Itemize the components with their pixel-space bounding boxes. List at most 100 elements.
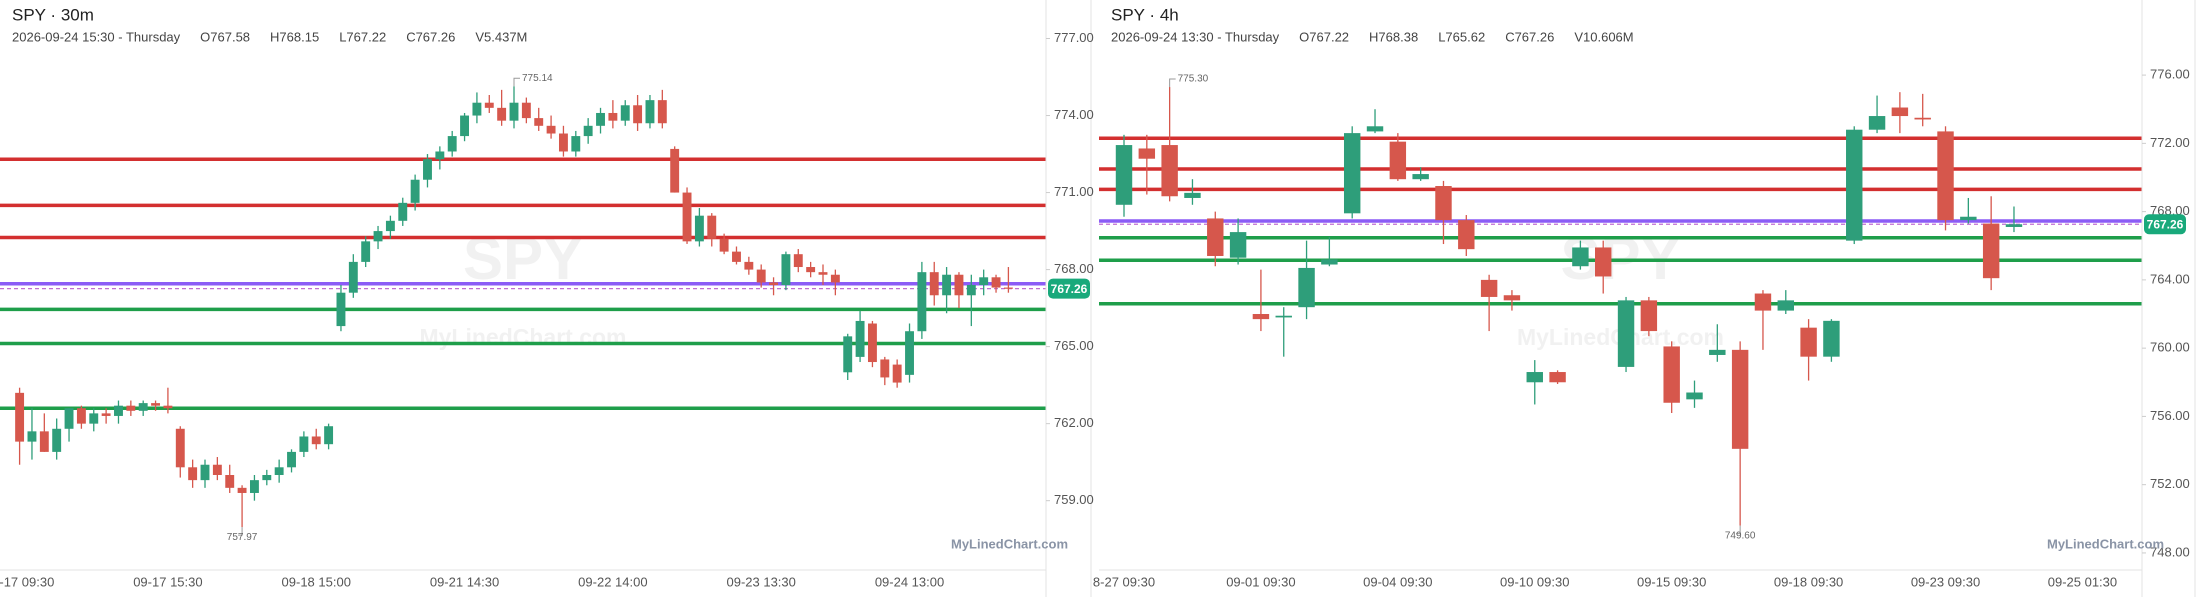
- candle-body: [114, 405, 123, 416]
- candle-body: [447, 136, 457, 152]
- candle-body: [435, 151, 445, 160]
- x-tick-label: 09-10 09:30: [1500, 574, 1569, 589]
- candle-body: [1229, 232, 1247, 258]
- x-tick-label: 09-04 09:30: [1363, 574, 1432, 589]
- candle-body: [509, 102, 519, 121]
- candle-body: [694, 215, 704, 242]
- candle-body: [769, 282, 779, 285]
- candle-body: [1937, 131, 1954, 221]
- x-tick-label: 09-01 09:30: [1226, 574, 1295, 589]
- candle-body: [163, 405, 173, 409]
- candle-body: [299, 436, 309, 452]
- candle-body: [1663, 346, 1680, 403]
- candle-body: [546, 125, 556, 134]
- candle-body: [39, 431, 49, 452]
- candle-body: [287, 451, 296, 468]
- candle-body: [657, 100, 667, 124]
- ohlcv-value: O767.58: [200, 29, 250, 44]
- candle-body: [237, 487, 247, 493]
- candle-body: [1754, 293, 1772, 311]
- candle-body: [521, 102, 531, 119]
- plot-area: SPY MyLinedChart.com 775.14 757.97: [0, 73, 1046, 543]
- datetime: 2026-09-24 15:30 - Thursday: [12, 29, 181, 44]
- y-tick-label: 748.00: [2150, 544, 2190, 559]
- candle-body: [52, 428, 62, 452]
- y-tick-label: 777.00: [1054, 30, 1094, 45]
- high-marker: [513, 77, 520, 87]
- candle-body: [385, 220, 395, 232]
- candle-body: [274, 467, 284, 475]
- candle-body: [645, 100, 655, 124]
- ohlcv-value: C767.26: [1505, 29, 1554, 44]
- y-tick-label: 764.00: [2150, 271, 2190, 286]
- chart-title: SPY · 4h: [1111, 5, 1179, 24]
- ohlcv-value: L767.22: [339, 29, 386, 44]
- y-tick-label: 752.00: [2150, 476, 2190, 491]
- candle-body: [361, 241, 371, 262]
- x-tick-label: 09-23 13:30: [726, 574, 795, 589]
- candle-body: [1252, 314, 1270, 320]
- high-marker: [1169, 78, 1176, 88]
- candle-body: [1823, 320, 1840, 357]
- candle-body: [1526, 372, 1543, 383]
- candle-body: [1891, 107, 1909, 117]
- candle-body: [1343, 133, 1361, 214]
- candle-body: [1275, 315, 1292, 318]
- candle-body: [76, 408, 86, 424]
- credit: MyLinedChart.com: [2047, 536, 2164, 551]
- candle-body: [719, 238, 729, 252]
- ohlcv-value: V5.437M: [475, 29, 527, 44]
- datetime: 2026-09-24 13:30 - Thursday: [1111, 29, 1280, 44]
- candle-body: [1458, 220, 1475, 250]
- candle-body: [843, 336, 853, 373]
- candle-body: [1503, 295, 1521, 301]
- candle-body: [1868, 116, 1886, 130]
- x-tick-label: 09-17 15:30: [133, 574, 202, 589]
- candle-body: [1640, 300, 1658, 332]
- candle-body: [781, 254, 791, 285]
- candle-body: [1389, 141, 1407, 180]
- candle-body: [732, 251, 741, 262]
- candle-body: [1846, 129, 1863, 241]
- candle-body: [311, 436, 321, 445]
- watermark: SPY: [463, 225, 583, 292]
- candle-body: [917, 272, 927, 332]
- candle-body: [64, 408, 74, 429]
- candle-body: [867, 323, 877, 363]
- high-label: 775.14: [522, 73, 553, 84]
- candle-body: [682, 192, 692, 242]
- candle-body: [855, 320, 865, 357]
- ohlcv-value: V10.606M: [1574, 29, 1633, 44]
- candle-body: [138, 403, 148, 411]
- candle-body: [27, 431, 37, 442]
- candle-body: [1003, 287, 1013, 289]
- y-tick-label: 762.00: [1054, 415, 1094, 430]
- last-price-tag: [2144, 214, 2186, 235]
- x-tick-label: 09-23 09:30: [1911, 574, 1980, 589]
- x-tick-label: 09-15 09:30: [1637, 574, 1706, 589]
- candle-body: [571, 136, 581, 152]
- candle-body: [583, 125, 593, 137]
- chart-title: SPY · 30m: [12, 5, 94, 24]
- ohlcv-value: H768.38: [1369, 29, 1418, 44]
- candle-body: [1777, 300, 1794, 311]
- candle-body: [756, 269, 766, 283]
- candle-body: [744, 261, 754, 270]
- low-marker: [1736, 525, 1741, 535]
- candle-body: [126, 405, 136, 411]
- candle-body: [2005, 224, 2023, 227]
- ohlcv-value: H768.15: [270, 29, 319, 44]
- last-price-tag: [1048, 278, 1090, 299]
- candle-body: [620, 105, 630, 121]
- candle-body: [262, 475, 272, 481]
- x-tick-label: 09-18 09:30: [1774, 574, 1843, 589]
- candle-body: [1709, 349, 1726, 355]
- candle-body: [484, 102, 494, 108]
- candle-body: [151, 403, 161, 406]
- candle-body: [175, 428, 185, 468]
- candle-body: [1617, 300, 1635, 367]
- candle-body: [1298, 267, 1315, 308]
- candle-body: [1914, 117, 1931, 120]
- low-marker: [238, 527, 243, 536]
